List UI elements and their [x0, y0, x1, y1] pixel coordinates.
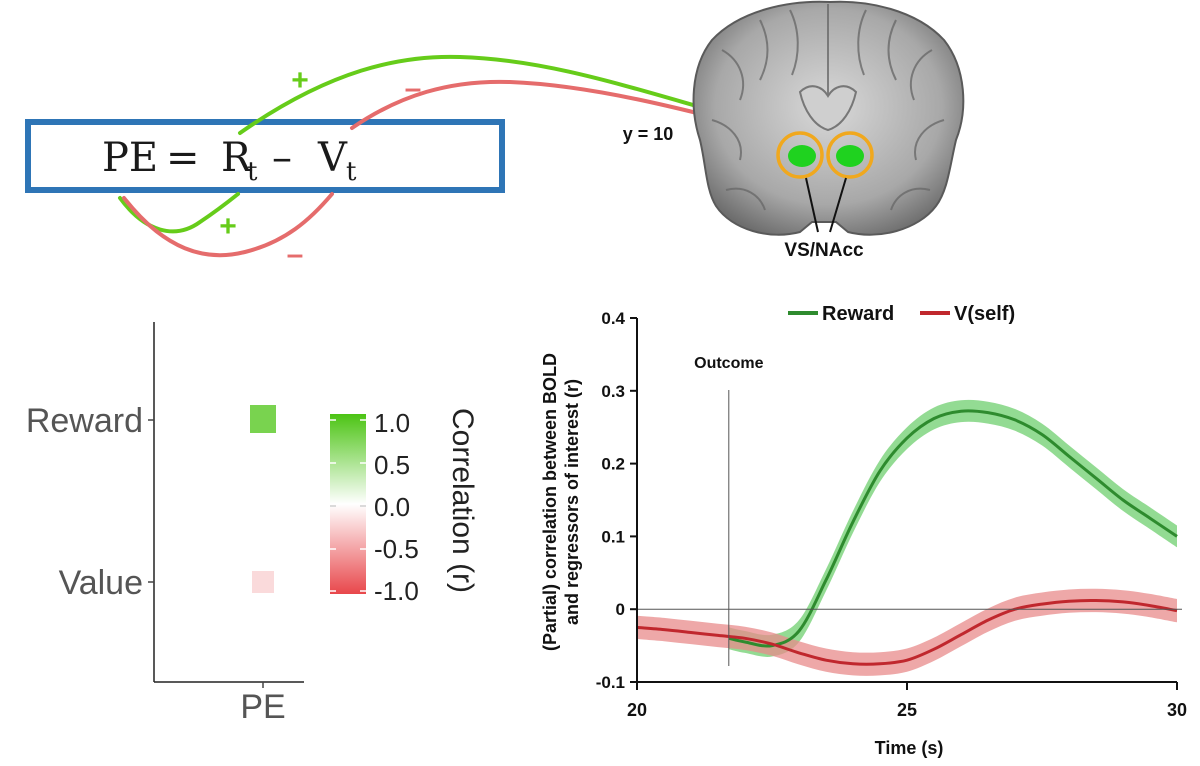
equation-value-term: V	[317, 135, 348, 181]
heatmap-row-label-value: Value	[59, 564, 143, 602]
region-label: VS/NAcc	[784, 240, 864, 261]
roi-ring-right	[826, 131, 874, 179]
equation-reward-term: R	[221, 135, 253, 181]
legend-label-reward: Reward	[822, 303, 894, 325]
minus-sign-bottom: –	[287, 238, 304, 271]
x-tick-label: 30	[1167, 700, 1187, 720]
equation-lhs: PE	[102, 135, 158, 181]
heatmap-panel: Reward Value PE 1.0 0.5 0.0 -0.5 -1.0 Co…	[26, 322, 479, 726]
y-axis-label-line2: and regressors of interest (r)	[562, 379, 582, 625]
colorbar-title: Correlation (r)	[446, 408, 479, 593]
y-ticks: -0.1 0 0.1 0.2 0.3 0.4	[596, 309, 637, 692]
roi-ring-left	[776, 131, 824, 179]
colorbar-ticks	[330, 419, 366, 592]
confidence-band-vself	[637, 588, 1177, 676]
heatmap-col-label-pe: PE	[240, 688, 285, 726]
outcome-annotation: Outcome	[694, 355, 763, 372]
x-tick-label: 25	[897, 700, 917, 720]
series-lines	[636, 409, 1178, 666]
y-tick-label: 0.1	[601, 527, 625, 546]
equation-equals: =	[166, 135, 200, 181]
y-tick-label: 0.4	[601, 309, 625, 328]
roi-pointer-right	[829, 177, 847, 233]
confidence-bands	[637, 399, 1177, 676]
minus-sign-top: –	[405, 72, 422, 105]
y-tick-label: 0	[616, 600, 625, 619]
colorbar	[330, 414, 366, 594]
y-tick-label: 0.3	[601, 382, 625, 401]
plus-sign-bottom: +	[219, 210, 237, 243]
colorbar-tick-label: -1.0	[374, 576, 419, 606]
y-axis-label-line1: (Partial) correlation between BOLD	[540, 353, 560, 651]
series-line-reward	[728, 409, 1178, 648]
plus-sign-top: +	[291, 64, 309, 97]
brain-slice-image	[692, 0, 965, 236]
roi-right	[836, 145, 864, 167]
equation-text: PE = R t – V t	[102, 135, 360, 190]
colorbar-tick-label: 1.0	[374, 408, 410, 438]
red-arc-below	[122, 192, 334, 258]
series-line-vself	[636, 598, 1178, 666]
heatmap-row-label-reward: Reward	[26, 402, 143, 440]
colorbar-tick-label: -0.5	[374, 534, 419, 564]
x-axis-label: Time (s)	[875, 738, 944, 758]
equation-box	[25, 119, 505, 193]
x-tick-label: 20	[627, 700, 647, 720]
y-tick-label: -0.1	[596, 673, 625, 692]
green-arc-to-brain	[238, 54, 778, 135]
equation-minus: –	[272, 135, 292, 181]
legend-label-vself: V(self)	[954, 303, 1015, 325]
roi-pointer-left	[805, 177, 819, 233]
equation-value-subscript: t	[346, 157, 357, 187]
colorbar-tick-label: 0.5	[374, 450, 410, 480]
y-tick-label: 0.2	[601, 455, 625, 474]
x-ticks: 20 25 30	[627, 682, 1187, 720]
timecourse-chart: Outcome -0.1 0 0.1 0.2 0.3 0.4 20 25 30 Time (s…	[540, 303, 1187, 758]
heatmap-cell-value	[252, 571, 274, 593]
equation-panel: PE = R t – V t	[25, 119, 505, 193]
roi-left	[788, 145, 816, 167]
brain-ventricles	[798, 85, 858, 132]
confidence-band-reward	[728, 399, 1177, 657]
chart-legend: Reward V(self)	[788, 303, 1015, 325]
equation-reward-subscript: t	[247, 157, 258, 187]
slice-coordinate-label: y = 10	[623, 124, 674, 144]
heatmap-cell-reward	[250, 405, 276, 433]
brain-gyri	[711, 4, 945, 211]
colorbar-tick-label: 0.0	[374, 492, 410, 522]
